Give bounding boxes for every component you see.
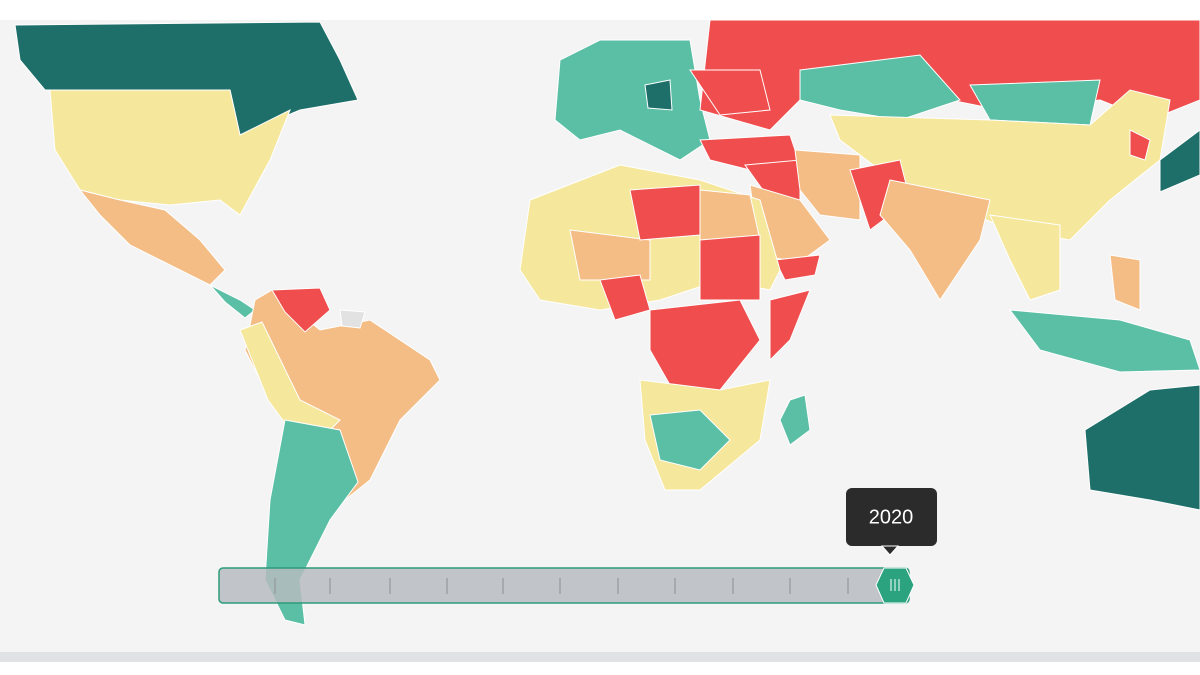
india[interactable] xyxy=(879,179,991,301)
yemen[interactable] xyxy=(774,254,821,281)
tooltip-pointer xyxy=(880,545,900,556)
central-america[interactable] xyxy=(209,284,256,319)
top-bar xyxy=(0,0,1200,20)
tooltip-year: 2020 xyxy=(869,506,914,528)
ukraine[interactable] xyxy=(689,69,771,116)
indonesia[interactable] xyxy=(1008,309,1200,373)
southeast-asia[interactable] xyxy=(989,214,1061,301)
somalia[interactable] xyxy=(769,289,811,362)
bottom-band xyxy=(0,652,1200,662)
time-slider: 2020 xyxy=(218,488,937,604)
philippines[interactable] xyxy=(1109,254,1141,311)
egypt[interactable] xyxy=(699,189,761,241)
venezuela[interactable] xyxy=(271,287,331,333)
tooltip-box xyxy=(846,488,937,546)
japan[interactable] xyxy=(1159,129,1200,193)
angola-zambia[interactable] xyxy=(649,409,731,471)
madagascar[interactable] xyxy=(779,394,811,446)
countries xyxy=(14,19,1200,626)
iran[interactable] xyxy=(794,149,861,221)
sudan[interactable] xyxy=(699,234,761,301)
slider-track[interactable] xyxy=(218,567,910,604)
korea[interactable] xyxy=(1129,129,1151,161)
usa[interactable] xyxy=(49,89,291,216)
mexico[interactable] xyxy=(78,189,226,286)
mongolia[interactable] xyxy=(969,79,1101,126)
libya[interactable] xyxy=(629,184,701,241)
central-europe[interactable] xyxy=(644,79,673,111)
west-africa[interactable] xyxy=(569,229,651,281)
guiana[interactable] xyxy=(339,309,366,329)
europe[interactable] xyxy=(554,39,711,161)
australia[interactable] xyxy=(1084,384,1200,511)
